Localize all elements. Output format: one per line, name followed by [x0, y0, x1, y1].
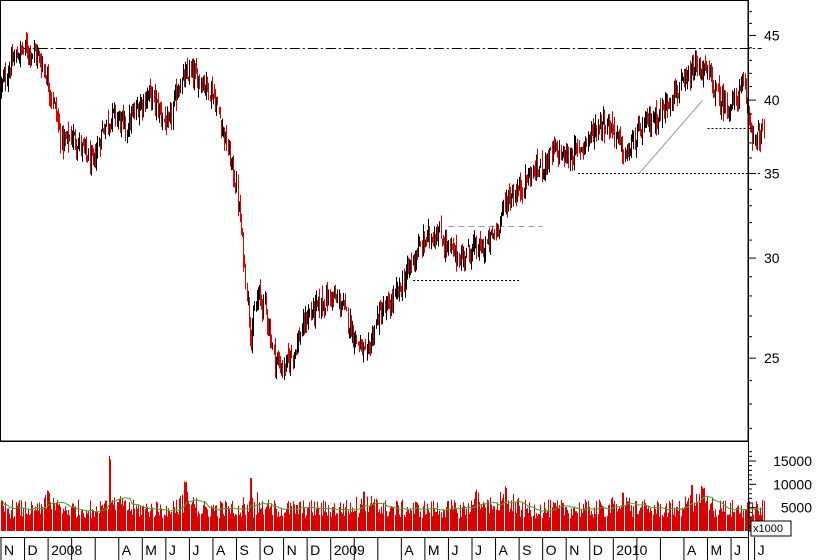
month-label: A [499, 542, 509, 558]
month-label: D [310, 542, 320, 558]
month-label: J [475, 542, 482, 558]
month-label: M [145, 542, 157, 558]
month-label: J [451, 542, 458, 558]
price-tick-label: 40 [764, 92, 780, 108]
month-label: D [593, 542, 603, 558]
month-label: J [758, 542, 765, 558]
month-label: J [192, 542, 199, 558]
price-tick-label: 25 [764, 350, 780, 366]
month-label: A [404, 542, 414, 558]
month-label: A [216, 542, 226, 558]
price-tick-label: 30 [764, 250, 780, 266]
volume-tick-label: 5000 [781, 500, 812, 516]
price-tick-label: 35 [764, 165, 780, 181]
month-label: J [169, 542, 176, 558]
price-panel [1, 31, 765, 381]
volume-unit-label: x1000 [753, 523, 783, 535]
volume-average-line [0, 496, 764, 513]
volume-tick-label: 10000 [773, 476, 812, 492]
month-label: A [122, 542, 132, 558]
month-label: D [28, 542, 38, 558]
volume-tick-label: 15000 [773, 453, 812, 469]
month-label: 2008 [51, 542, 82, 558]
month-label: N [4, 542, 14, 558]
price-panel-frame [0, 0, 749, 442]
month-label: N [569, 542, 579, 558]
price-tick-label: 45 [764, 27, 780, 43]
month-label: S [240, 542, 249, 558]
month-label: 2010 [616, 542, 647, 558]
volume-unit-box [750, 520, 792, 537]
month-label: J [734, 542, 741, 558]
month-label: M [711, 542, 723, 558]
month-label: M [428, 542, 440, 558]
trend-line [638, 99, 704, 174]
month-label: N [287, 542, 297, 558]
month-label: O [263, 542, 274, 558]
month-label: A [687, 542, 697, 558]
month-label: O [546, 542, 557, 558]
month-label: S [522, 542, 531, 558]
volume-panel [0, 455, 765, 531]
month-label: 2009 [334, 542, 365, 558]
